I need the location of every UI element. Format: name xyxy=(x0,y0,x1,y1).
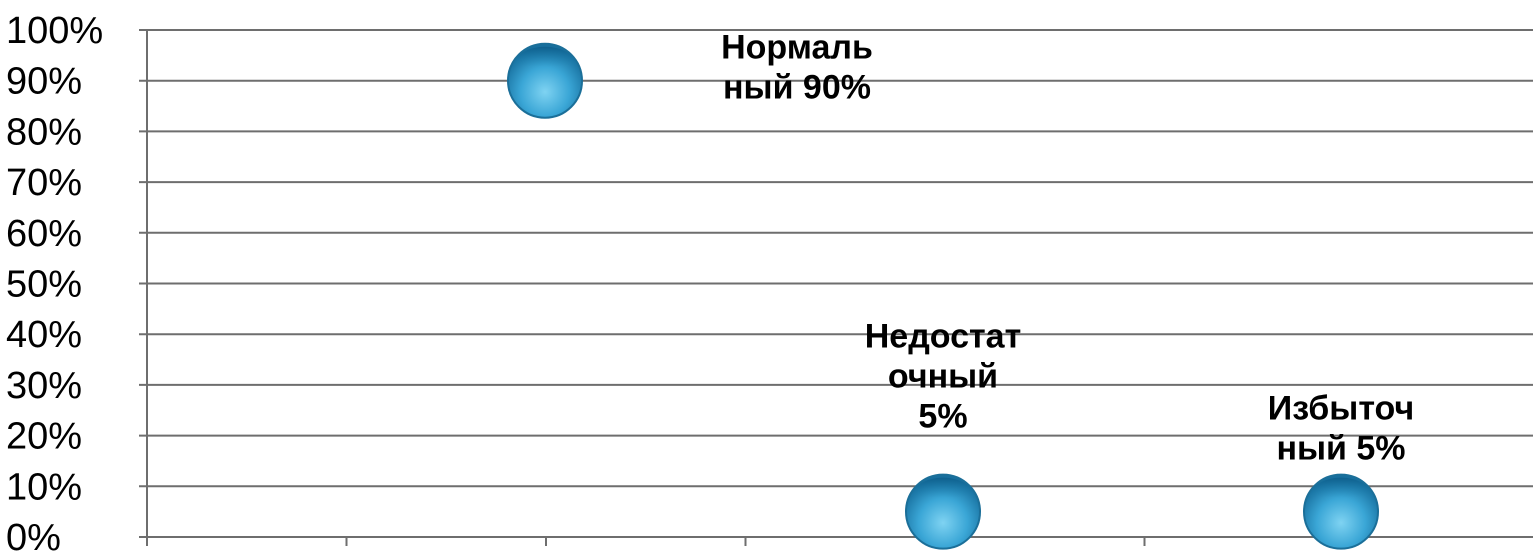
axes xyxy=(146,30,1345,546)
data-label: ный 90% xyxy=(723,69,871,107)
data-label: очный xyxy=(888,358,998,396)
data-label: 5% xyxy=(918,398,967,436)
y-tick-label: 40% xyxy=(6,314,82,356)
y-tick-label: 100% xyxy=(6,10,103,52)
y-tick-label: 30% xyxy=(6,365,82,407)
data-point-highlight xyxy=(910,477,976,522)
gridlines xyxy=(139,29,1533,538)
data-label: ный 5% xyxy=(1276,430,1405,468)
data-label: Недостат xyxy=(865,318,1022,356)
data-point xyxy=(905,473,981,550)
data-point-highlight xyxy=(1308,477,1374,522)
data-point xyxy=(1303,473,1379,550)
y-tick-label: 10% xyxy=(6,466,82,508)
data-points xyxy=(507,42,1379,550)
data-label: Нормаль xyxy=(721,29,873,67)
data-label: Избыточ xyxy=(1268,390,1414,428)
y-tick-label: 20% xyxy=(6,416,82,458)
y-tick-label: 90% xyxy=(6,61,82,103)
y-tick-label: 0% xyxy=(6,517,61,555)
data-point-highlight xyxy=(512,46,578,91)
y-tick-label: 80% xyxy=(6,111,82,153)
data-point xyxy=(507,42,583,119)
y-tick-label: 50% xyxy=(6,264,82,306)
y-tick-labels: 0% 10% 20% 30% 40% 50% 60% 70% 80% 90% 100% xyxy=(6,10,103,555)
y-tick-label: 60% xyxy=(6,213,82,255)
y-tick-label: 70% xyxy=(6,162,82,204)
